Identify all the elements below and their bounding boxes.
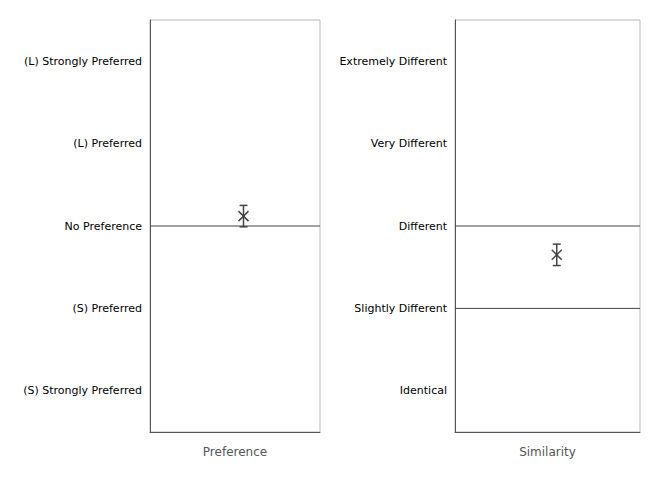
svg-text:Slightly Different: Slightly Different [354,302,447,315]
svg-text:Identical: Identical [400,384,447,397]
svg-text:(S) Preferred: (S) Preferred [72,302,142,315]
svg-text:(L) Preferred: (L) Preferred [73,137,142,150]
svg-text:Different: Different [399,220,448,233]
svg-text:Extremely Different: Extremely Different [339,55,447,68]
svg-text:No Preference: No Preference [65,220,143,233]
svg-text:Similarity: Similarity [519,445,576,459]
svg-text:(L) Strongly Preferred: (L) Strongly Preferred [24,55,142,68]
svg-text:Preference: Preference [203,445,267,459]
svg-text:Very Different: Very Different [371,137,448,150]
svg-text:(S) Strongly Preferred: (S) Strongly Preferred [23,384,142,397]
